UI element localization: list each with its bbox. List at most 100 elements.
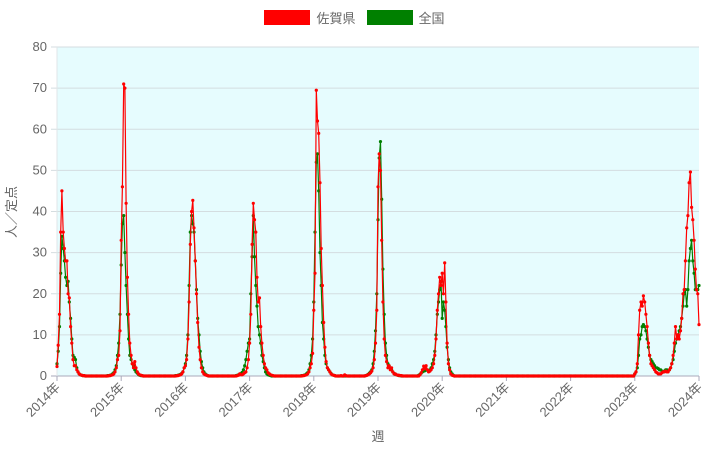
saga-point[interactable]	[673, 325, 678, 329]
saga-point[interactable]	[127, 312, 131, 316]
saga-point[interactable]	[122, 82, 126, 86]
saga-point[interactable]	[190, 209, 194, 214]
saga-point[interactable]	[448, 368, 452, 372]
national-point[interactable]	[685, 304, 689, 308]
saga-point[interactable]	[193, 259, 197, 263]
national-point[interactable]	[122, 214, 126, 218]
saga-point[interactable]	[691, 218, 695, 222]
saga-point[interactable]	[119, 238, 123, 242]
saga-point[interactable]	[422, 364, 426, 368]
saga-point[interactable]	[245, 366, 249, 370]
saga-point[interactable]	[370, 369, 374, 373]
saga-point[interactable]	[246, 358, 250, 362]
saga-point[interactable]	[385, 360, 389, 364]
saga-point[interactable]	[380, 238, 384, 242]
saga-point[interactable]	[692, 238, 696, 242]
saga-point[interactable]	[71, 358, 75, 362]
saga-point[interactable]	[265, 368, 269, 372]
saga-point[interactable]	[60, 189, 64, 193]
saga-point[interactable]	[645, 325, 649, 329]
saga-point[interactable]	[372, 358, 376, 362]
national-point[interactable]	[256, 325, 260, 329]
saga-point[interactable]	[257, 296, 262, 300]
saga-point[interactable]	[444, 300, 448, 304]
saga-point[interactable]	[387, 364, 391, 368]
national-point[interactable]	[254, 283, 258, 288]
national-point[interactable]	[686, 288, 690, 292]
saga-point[interactable]	[435, 308, 439, 312]
saga-point[interactable]	[308, 366, 312, 370]
saga-point[interactable]	[690, 205, 694, 209]
saga-point[interactable]	[66, 292, 70, 296]
saga-point[interactable]	[322, 320, 326, 325]
saga-point[interactable]	[197, 345, 201, 349]
saga-point[interactable]	[244, 370, 248, 374]
saga-point[interactable]	[638, 308, 642, 312]
saga-point[interactable]	[434, 337, 438, 341]
saga-point[interactable]	[646, 341, 651, 345]
saga-point[interactable]	[309, 362, 313, 366]
saga-point[interactable]	[67, 296, 71, 300]
saga-point[interactable]	[440, 271, 444, 275]
saga-point[interactable]	[120, 185, 124, 189]
saga-point[interactable]	[376, 185, 380, 189]
national-point[interactable]	[257, 333, 262, 337]
saga-point[interactable]	[312, 308, 316, 312]
saga-point[interactable]	[69, 325, 73, 329]
saga-point[interactable]	[198, 358, 202, 362]
saga-point[interactable]	[70, 341, 74, 345]
saga-point[interactable]	[390, 366, 394, 370]
saga-point[interactable]	[125, 275, 129, 279]
saga-point[interactable]	[424, 364, 428, 368]
saga-point[interactable]	[686, 214, 690, 218]
saga-point[interactable]	[382, 337, 386, 341]
national-point[interactable]	[255, 304, 259, 308]
saga-point[interactable]	[680, 316, 684, 320]
saga-point[interactable]	[124, 201, 128, 205]
saga-point[interactable]	[696, 292, 700, 296]
national-point[interactable]	[688, 246, 693, 251]
saga-point[interactable]	[373, 341, 378, 345]
national-point[interactable]	[123, 251, 127, 255]
national-point[interactable]	[317, 189, 321, 193]
national-point[interactable]	[245, 349, 249, 353]
saga-point[interactable]	[186, 337, 190, 341]
saga-point[interactable]	[641, 294, 646, 298]
saga-point[interactable]	[443, 261, 447, 265]
saga-point[interactable]	[639, 300, 643, 304]
saga-point[interactable]	[634, 370, 638, 374]
saga-point[interactable]	[129, 353, 133, 357]
saga-point[interactable]	[438, 275, 442, 279]
saga-point[interactable]	[320, 283, 324, 288]
saga-point[interactable]	[56, 343, 60, 347]
saga-point[interactable]	[250, 242, 254, 246]
saga-point[interactable]	[59, 230, 63, 234]
saga-point[interactable]	[669, 366, 673, 370]
saga-point[interactable]	[252, 218, 257, 222]
saga-point[interactable]	[262, 362, 266, 366]
national-point[interactable]	[243, 364, 247, 368]
saga-point[interactable]	[199, 366, 203, 370]
saga-point[interactable]	[73, 364, 78, 368]
saga-point[interactable]	[57, 312, 62, 316]
saga-point[interactable]	[55, 364, 59, 369]
saga-point[interactable]	[313, 271, 317, 275]
saga-point[interactable]	[371, 366, 375, 370]
saga-point[interactable]	[318, 181, 322, 185]
saga-point[interactable]	[694, 288, 699, 292]
saga-point[interactable]	[134, 366, 138, 370]
saga-point[interactable]	[420, 368, 424, 372]
saga-point[interactable]	[433, 353, 437, 357]
national-point[interactable]	[441, 300, 445, 304]
national-point[interactable]	[697, 283, 701, 288]
saga-point[interactable]	[383, 353, 387, 357]
saga-point[interactable]	[255, 275, 259, 279]
saga-point[interactable]	[307, 370, 311, 374]
national-point[interactable]	[644, 329, 648, 333]
saga-point[interactable]	[196, 320, 200, 325]
saga-point[interactable]	[113, 370, 117, 374]
saga-point[interactable]	[441, 292, 445, 296]
saga-point[interactable]	[315, 119, 320, 123]
saga-point[interactable]	[192, 226, 196, 230]
saga-point[interactable]	[636, 333, 641, 337]
